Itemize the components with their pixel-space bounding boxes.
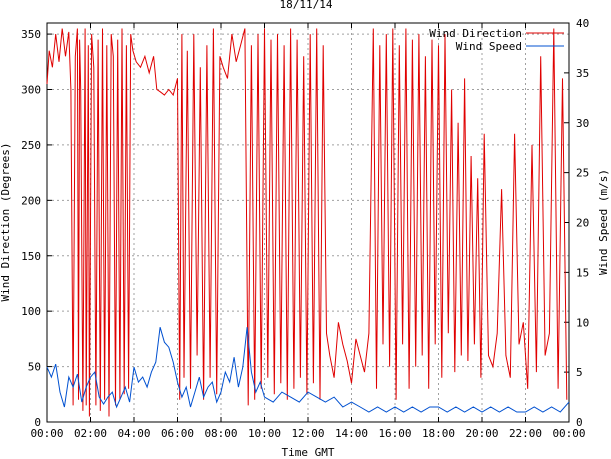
x-tick-label: 20:00 xyxy=(465,427,498,440)
x-tick-label: 16:00 xyxy=(378,427,411,440)
y-right-tick-label: 5 xyxy=(576,366,583,379)
x-tick-label: 14:00 xyxy=(335,427,368,440)
y-right-tick-label: 0 xyxy=(576,416,583,429)
x-tick-label: 08:00 xyxy=(204,427,237,440)
series-layer xyxy=(46,28,570,417)
x-tick-label: 18:00 xyxy=(422,427,455,440)
x-tick-label: 02:00 xyxy=(74,427,107,440)
legend-label-speed: Wind Speed xyxy=(456,40,522,53)
y-left-axis: 0 50 100 150 200 250 300 350 xyxy=(21,28,52,429)
x-tick-label: 22:00 xyxy=(509,427,542,440)
y-left-tick-label: 50 xyxy=(28,361,41,374)
x-tick-label: 00:00 xyxy=(30,427,63,440)
x-axis: 00:00 02:00 04:00 06:00 08:00 10:00 12:00 14:00… xyxy=(30,23,586,440)
x-tick-label: 04:00 xyxy=(117,427,150,440)
y-left-tick-label: 250 xyxy=(21,139,41,152)
y-left-tick-label: 0 xyxy=(34,416,41,429)
x-tick-label: 12:00 xyxy=(291,427,324,440)
x-tick-label: 06:00 xyxy=(161,427,194,440)
y-left-tick-label: 300 xyxy=(21,84,41,97)
y-left-tick-label: 350 xyxy=(21,28,41,41)
y-right-tick-label: 35 xyxy=(576,67,589,80)
y-left-tick-label: 100 xyxy=(21,305,41,318)
y-right-tick-label: 40 xyxy=(576,17,589,30)
x-tick-label: 10:00 xyxy=(248,427,281,440)
y-right-axis-label: Wind Speed (m/s) xyxy=(597,169,610,275)
x-tick-label: 00:00 xyxy=(552,427,585,440)
y-right-tick-label: 25 xyxy=(576,167,589,180)
y-right-tick-label: 30 xyxy=(576,117,589,130)
y-left-tick-label: 200 xyxy=(21,194,41,207)
y-right-axis: 0 5 10 15 20 25 30 35 40 xyxy=(564,17,589,429)
series-wind-direction xyxy=(46,28,568,417)
legend: Wind Direction Wind Speed xyxy=(429,27,564,53)
y-left-axis-label: Wind Direction (Degrees) xyxy=(0,143,12,302)
chart-title: 18/11/14 xyxy=(280,0,333,11)
y-right-tick-label: 10 xyxy=(576,316,589,329)
legend-label-direction: Wind Direction xyxy=(429,27,522,40)
y-right-tick-label: 15 xyxy=(576,266,589,279)
series-wind-speed xyxy=(46,327,570,413)
y-right-tick-label: 20 xyxy=(576,217,589,230)
x-axis-label: Time GMT xyxy=(282,446,335,459)
y-left-tick-label: 150 xyxy=(21,250,41,263)
